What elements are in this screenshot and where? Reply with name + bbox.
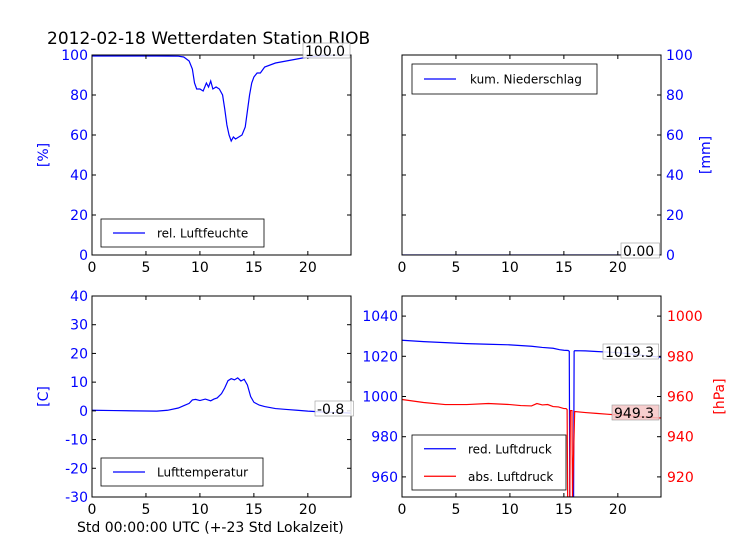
- humidity-ytick-label-5: 100: [61, 48, 88, 64]
- temperature-xtick-label-2: 10: [191, 502, 209, 518]
- precipitation-frame: [401, 54, 662, 256]
- temperature-annotation-box-0: [314, 400, 354, 417]
- temperature-series-0-line: [92, 377, 351, 414]
- pressure-legend-label-0: red. Luftdruck: [468, 442, 552, 456]
- precipitation-annotation-0: 0.00: [623, 244, 654, 260]
- temperature-ytick-label-3: 0: [79, 404, 88, 420]
- pressure-ytick-label-4: 1040: [362, 309, 398, 325]
- precipitation-annotation-box-0: [620, 242, 660, 259]
- pressure-chart: 0 5 10 15 20 960 980 1000 1020 1040 920 940 960 980 10…: [362, 295, 728, 518]
- temperature-frame: [91, 295, 352, 498]
- temperature-xtick-label-4: 20: [299, 502, 317, 518]
- pressure-xtick-label-3: 15: [555, 502, 573, 518]
- humidity-frame: [91, 54, 352, 256]
- temperature-ytick-label-1: -20: [65, 461, 88, 477]
- precipitation-xtick-label-4: 20: [609, 260, 627, 276]
- precipitation-legend-label-0: kum. Niederschlag: [470, 73, 582, 87]
- humidity-ytick-label-2: 40: [70, 168, 88, 184]
- temperature-ytick-label-7: 40: [70, 289, 88, 305]
- pressure-y2tick-label-2: 960: [667, 390, 694, 406]
- humidity-annotation-box-0: [302, 42, 351, 59]
- pressure-y2label: [hPa]: [712, 378, 728, 414]
- pressure-y2tick-label-1: 940: [667, 430, 694, 446]
- pressure-y2tick-label-0: 920: [667, 470, 694, 486]
- precipitation-ytick-label-3: 60: [666, 128, 684, 144]
- pressure-legend: [411, 434, 567, 491]
- pressure-ytick-label-0: 960: [371, 470, 398, 486]
- temperature-ytick-label-0: -30: [65, 490, 88, 506]
- pressure-xtick-label-1: 5: [451, 502, 460, 518]
- temperature-xtick-label-0: 0: [88, 502, 97, 518]
- precipitation-ytick-label-5: 100: [666, 48, 693, 64]
- temperature-xtick-label-1: 5: [141, 502, 150, 518]
- precipitation-ylabel: [mm]: [698, 136, 714, 174]
- pressure-annotation-0: 1019.3: [605, 345, 654, 361]
- precipitation-chart: 0 5 10 15 20 0 20 40 60 80 100 [mm] kum. Niederschla…: [398, 48, 714, 276]
- pressure-ytick-label-3: 1020: [362, 349, 398, 365]
- pressure-y2tick-label-4: 1000: [667, 309, 703, 325]
- pressure-annotation-box-1: [611, 404, 660, 421]
- temperature-chart: 0 5 10 15 20 -30 -20 -10 0 10 20 30 40 [C] Lufttempera…: [36, 289, 354, 518]
- humidity-xtick-label-4: 20: [299, 260, 317, 276]
- temperature-ytick-label-5: 20: [70, 346, 88, 362]
- figure-xlabel: Std 00:00:00 UTC (+-23 Std Lokalzeit): [77, 520, 344, 536]
- humidity-series-0-line: [92, 55, 351, 143]
- precipitation-xtick-label-2: 10: [501, 260, 519, 276]
- pressure-legend-label-1: abs. Luftdruck: [468, 470, 553, 484]
- temperature-ylabel: [C]: [36, 386, 52, 407]
- humidity-chart: 0 5 10 15 20 0 20 40 60 80 100 [%] rel. Luftfeuchte 1…: [36, 42, 352, 276]
- humidity-legend-label-0: rel. Luftfeuchte: [157, 227, 248, 241]
- humidity-xtick-label-0: 0: [88, 260, 97, 276]
- temperature-xtick-label-3: 15: [245, 502, 263, 518]
- precipitation-ytick-label-4: 80: [666, 88, 684, 104]
- figure-title: 2012-02-18 Wetterdaten Station RJOB: [47, 29, 370, 49]
- humidity-ytick-label-1: 20: [70, 208, 88, 224]
- pressure-xtick-label-2: 10: [501, 502, 519, 518]
- precipitation-ytick-label-2: 40: [666, 168, 684, 184]
- pressure-ytick-label-2: 1000: [362, 390, 398, 406]
- precipitation-xtick-label-0: 0: [398, 260, 407, 276]
- humidity-ylabel: [%]: [36, 143, 52, 167]
- precipitation-xtick-label-1: 5: [451, 260, 460, 276]
- pressure-series-1-line: [402, 398, 661, 497]
- pressure-xtick-label-4: 20: [609, 502, 627, 518]
- temperature-legend-label-0: Lufttemperatur: [157, 466, 248, 480]
- temperature-ytick-label-2: -10: [65, 433, 88, 449]
- temperature-ytick-label-4: 10: [70, 375, 88, 391]
- humidity-ytick-label-3: 60: [70, 128, 88, 144]
- humidity-xtick-label-3: 15: [245, 260, 263, 276]
- precipitation-ytick-label-1: 20: [666, 208, 684, 224]
- humidity-xtick-label-2: 10: [191, 260, 209, 276]
- pressure-xtick-label-0: 0: [398, 502, 407, 518]
- temperature-annotation-0: -0.8: [317, 402, 344, 418]
- humidity-xtick-label-1: 5: [141, 260, 150, 276]
- pressure-y2tick-label-3: 980: [667, 349, 694, 365]
- pressure-ytick-label-1: 980: [371, 430, 398, 446]
- precipitation-xtick-label-3: 15: [555, 260, 573, 276]
- temperature-ytick-label-6: 30: [70, 318, 88, 334]
- pressure-annotation-1: 949.3: [614, 406, 654, 422]
- pressure-annotation-box-0: [602, 343, 659, 360]
- humidity-ytick-label-0: 0: [79, 248, 88, 264]
- precipitation-ytick-label-0: 0: [666, 248, 675, 264]
- humidity-annotation-0: 100.0: [305, 44, 345, 60]
- humidity-ytick-label-4: 80: [70, 88, 88, 104]
